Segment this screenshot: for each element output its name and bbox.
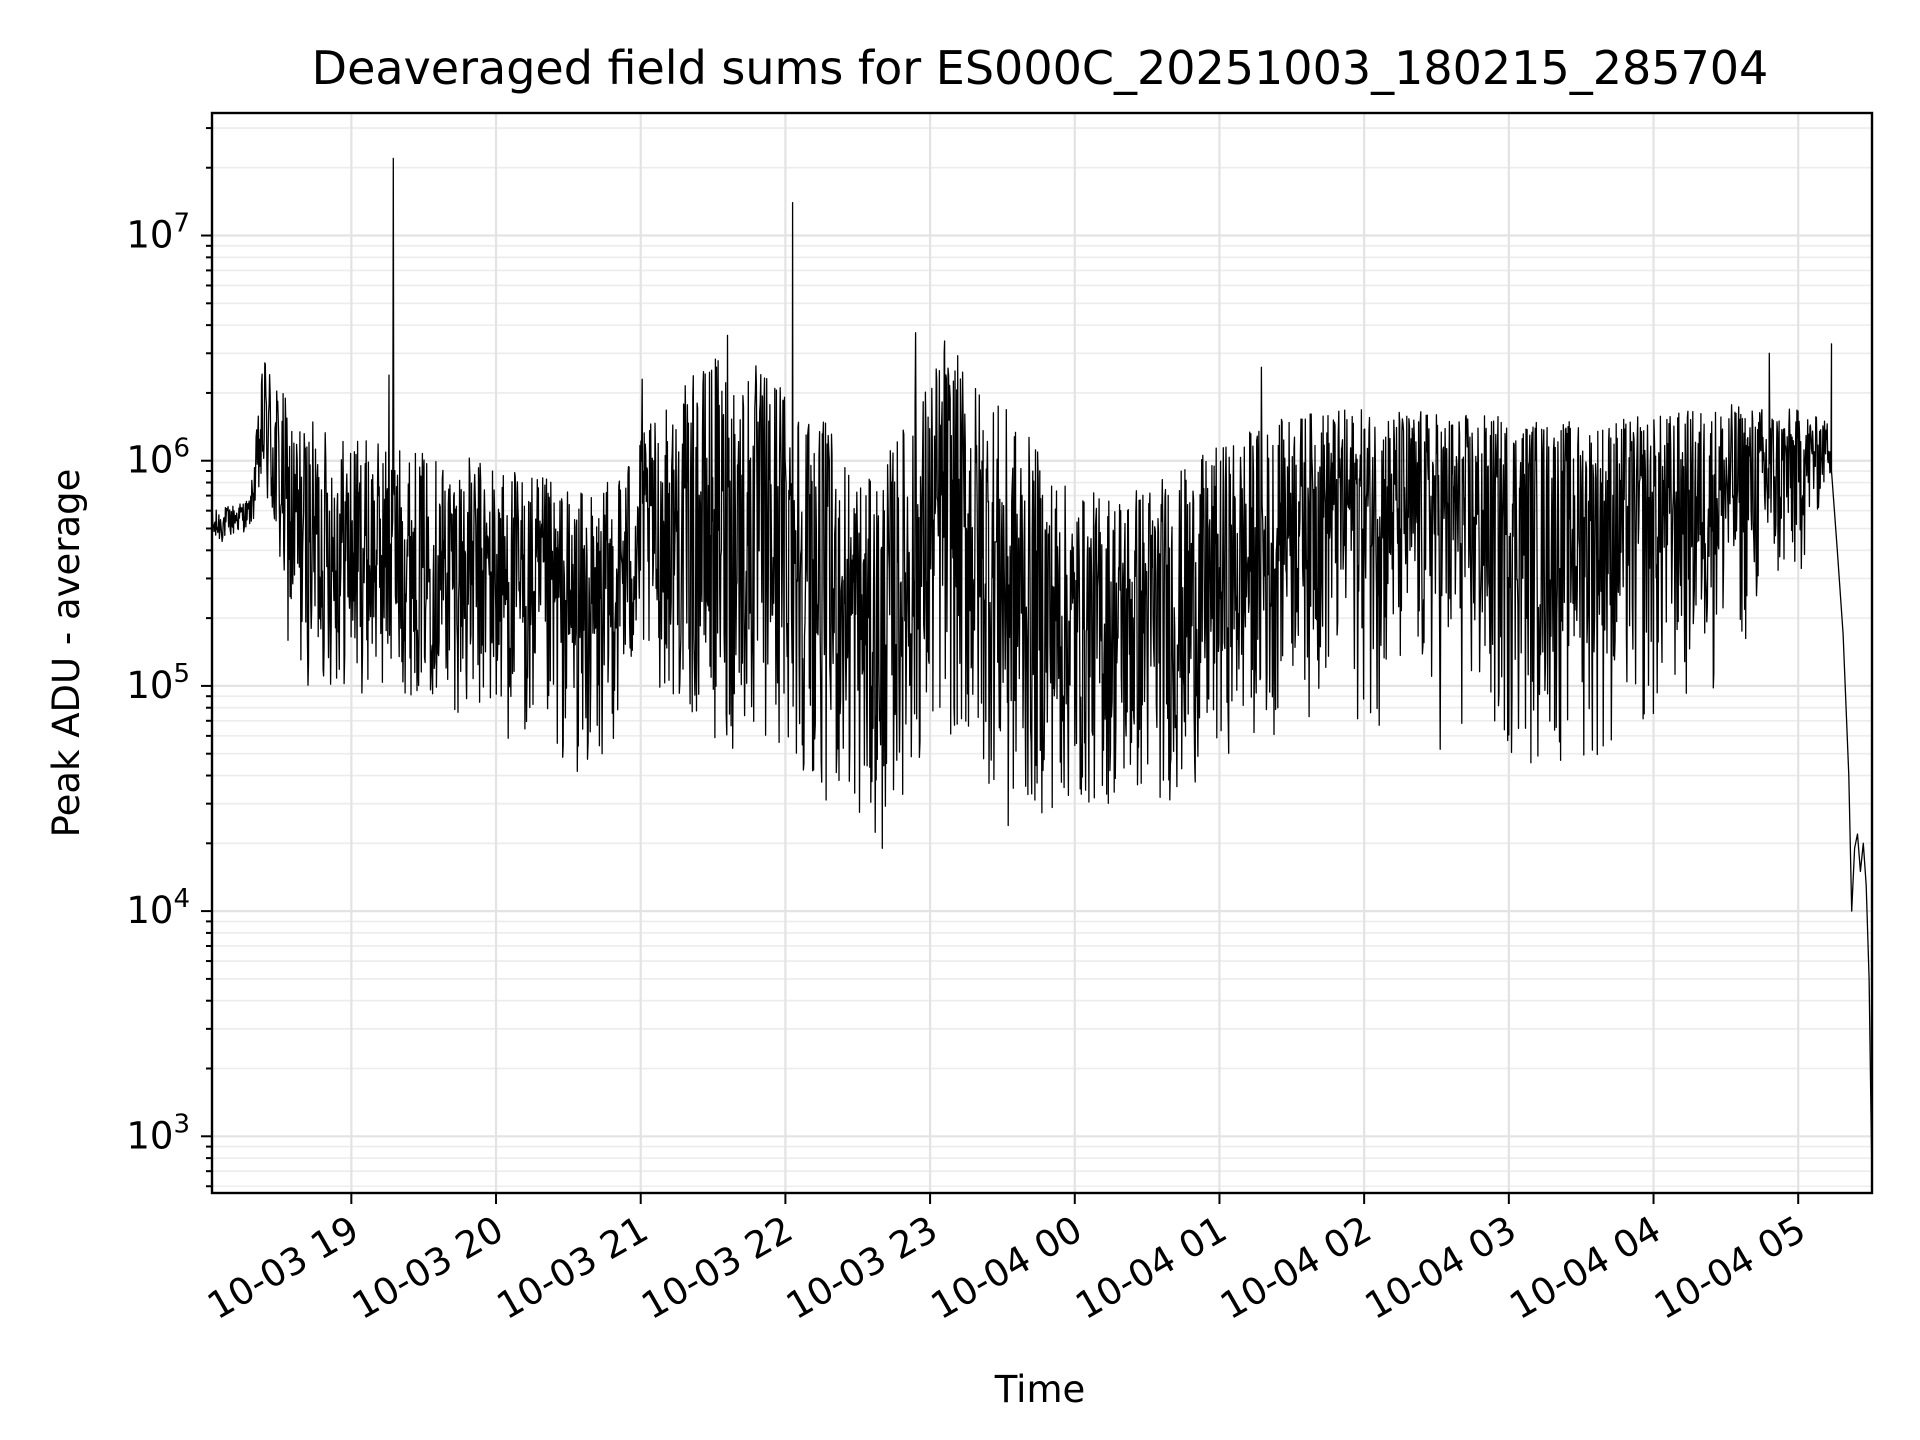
chart-title: Deaveraged field sums for ES000C_2025100… (312, 41, 1769, 95)
y-tick-exponent: 6 (173, 434, 190, 464)
y-axis-label: Peak ADU - average (45, 469, 88, 838)
y-tick-exponent: 4 (173, 884, 190, 914)
series-line (211, 157, 1873, 1172)
data-layer (211, 157, 1873, 1172)
y-tick-exponent: 5 (173, 659, 190, 689)
x-axis-label: Time (994, 1368, 1086, 1411)
y-tick-exponent: 7 (173, 209, 190, 239)
y-tick-exponent: 3 (173, 1109, 190, 1139)
plot-frame (210, 111, 1874, 1195)
